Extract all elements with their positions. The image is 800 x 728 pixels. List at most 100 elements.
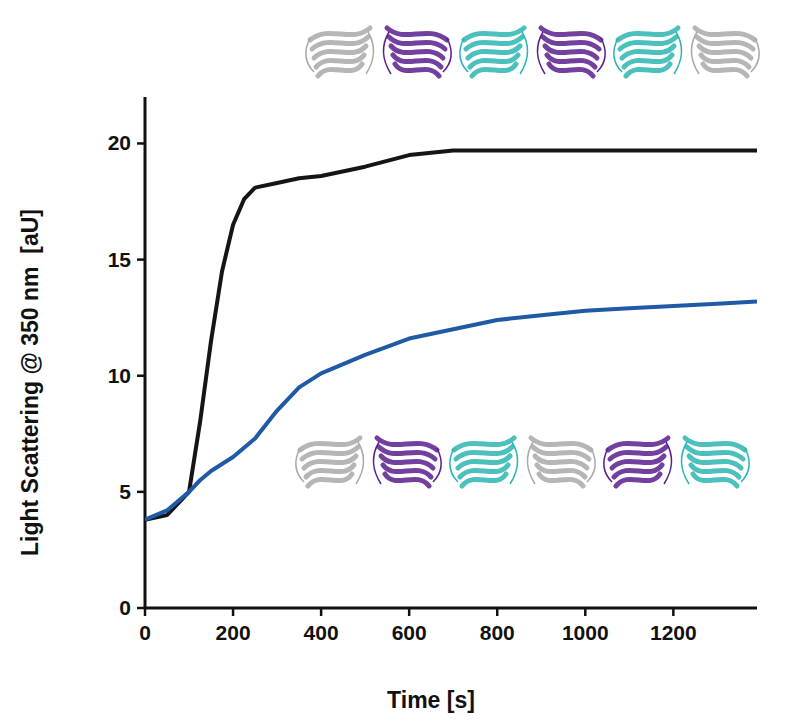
protein-icon [691,28,759,76]
x-tick-label: 400 [304,621,339,644]
strand [468,46,520,58]
loop [306,32,374,74]
y-tick [137,142,145,145]
strand [547,55,595,67]
x-axis-label: Time [s] [387,687,475,713]
loop [373,442,441,484]
strand [379,447,435,459]
strand [308,474,352,486]
strand [535,456,587,468]
strand [687,447,743,459]
y-tick-label: 15 [108,248,132,271]
strand [454,438,514,450]
strand [533,447,589,459]
x-tick-label: 600 [392,621,427,644]
strand [310,28,370,40]
x-tick-label: 0 [139,621,151,644]
x-tick-label: 800 [480,621,515,644]
strand [316,55,364,67]
strand [539,474,583,486]
strand [610,447,666,459]
strand [300,438,360,450]
strand [689,456,741,468]
strand [614,465,662,477]
y-tick-label: 5 [119,480,131,503]
x-tick [408,608,411,616]
loop [681,442,749,484]
protein-icon [306,28,374,76]
strand [695,28,755,40]
strand [456,447,512,459]
y-tick [137,491,145,494]
x-tick [496,608,499,616]
x-tick [584,608,587,616]
loop [691,32,759,74]
strand [304,456,356,468]
strand [312,37,368,49]
protein-icon [527,438,595,486]
series-line [145,301,757,519]
loop [460,32,528,74]
protein-icon [373,438,441,486]
strand [462,474,506,486]
strand [622,46,674,58]
y-tick [137,374,145,377]
strand [389,37,445,49]
strand [608,438,668,450]
strand [387,28,447,40]
strand [464,28,524,40]
x-tick [320,608,323,616]
strand [699,46,751,58]
strand [460,465,508,477]
strand [458,456,510,468]
x-tick [232,608,235,616]
protein-icon [296,438,364,486]
strand [618,28,678,40]
strand [318,64,362,76]
loop [614,32,682,74]
strand [381,456,433,468]
strand [693,474,737,486]
strand [691,465,739,477]
strand [531,438,591,450]
strand [541,28,601,40]
loop [450,442,518,484]
protein-icon [383,28,451,76]
strand [314,46,366,58]
strand [391,46,443,58]
strand [466,37,522,49]
strand [697,37,753,49]
x-tick [672,608,675,616]
y-tick-label: 10 [108,364,131,387]
y-tick [137,607,145,610]
strand [472,64,516,76]
strand [383,465,431,477]
strand [626,64,670,76]
loop [383,32,451,74]
x-tick-label: 1200 [650,621,697,644]
loop [296,442,364,484]
strand [612,456,664,468]
strand [393,55,441,67]
strand [377,438,437,450]
strand [685,438,745,450]
protein-icon [681,438,749,486]
strand [701,55,749,67]
protein-icon [460,28,528,76]
protein-icon [614,28,682,76]
strand [385,474,429,486]
protein-icon [537,28,605,76]
strand [616,474,660,486]
strand [302,447,358,459]
protein-icon [604,438,672,486]
chart: 02004006008001000120005101520Time [s]Lig… [0,0,800,728]
strand [545,46,597,58]
x-tick-label: 1000 [562,621,609,644]
strand [620,37,676,49]
y-axis [144,97,147,608]
x-tick-label: 200 [216,621,251,644]
strand [543,37,599,49]
strand [549,64,593,76]
strand [703,64,747,76]
y-axis-label: Light Scattering @ 350 nm [aU] [17,209,43,556]
